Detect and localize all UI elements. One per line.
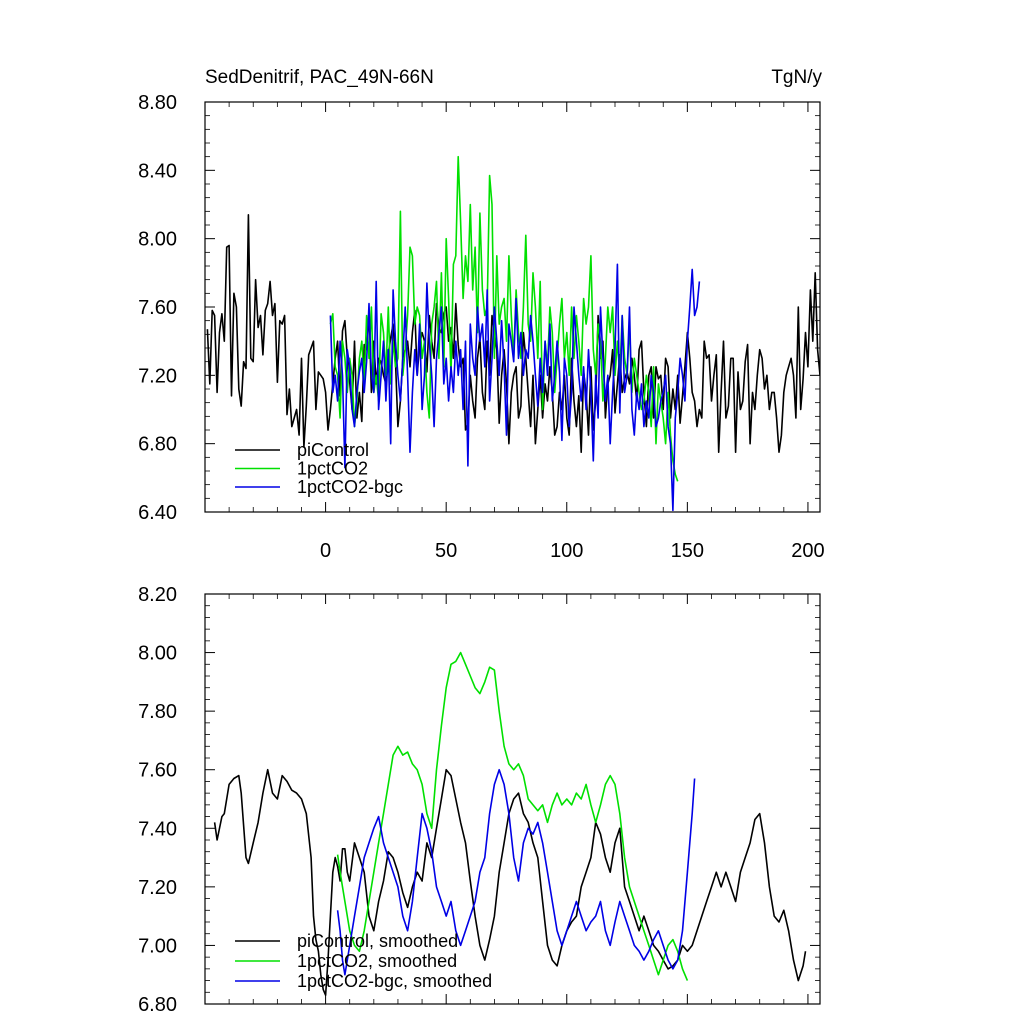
plot-frame xyxy=(204,593,821,1005)
chart-bottom: 6.80 7.00 7.20 7.40 7.60 7.80 8.00 8.20 piContr… xyxy=(138,584,821,1016)
series-line-piControl xyxy=(213,768,807,997)
axes: 6.80 7.00 7.20 7.40 7.60 7.80 8.00 8.20 xyxy=(138,584,821,1016)
series-layer xyxy=(206,155,820,512)
chart-units: TgN/y xyxy=(771,67,822,88)
legend-label: 1pctCO2-bgc xyxy=(297,477,403,497)
y-tick-label: 7.60 xyxy=(138,760,177,782)
series-line-1pctCO2 xyxy=(336,651,689,981)
y-tick-label: 7.40 xyxy=(138,818,177,840)
y-tick-label: 7.00 xyxy=(138,935,177,957)
x-tick-label: 150 xyxy=(671,540,704,562)
series-layer xyxy=(213,651,807,997)
y-tick-label: 7.20 xyxy=(138,877,177,899)
chart-title: SedDenitrif, PAC_49N-66N xyxy=(205,67,434,88)
y-tick-label: 7.60 xyxy=(138,297,177,319)
y-tick-label: 6.80 xyxy=(138,434,177,456)
legend-label: piControl xyxy=(297,440,369,460)
y-tick-label: 8.00 xyxy=(138,643,177,665)
y-tick-label: 7.80 xyxy=(138,701,177,723)
chart-top: SedDenitrif, PAC_49N-66N TgN/y 6.40 6.80 7… xyxy=(138,67,825,562)
legend-label: piControl, smoothed xyxy=(297,931,458,951)
legend-label: 1pctCO2, smoothed xyxy=(297,951,457,971)
x-tick-label: 50 xyxy=(435,540,457,562)
series-line-1pctCO2-bgc xyxy=(329,263,701,512)
x-tick-label: 100 xyxy=(550,540,583,562)
x-tick-label: 0 xyxy=(320,540,331,562)
axes: 6.40 6.80 7.20 7.60 8.00 8.40 8.80 0 50 100 150 200 xyxy=(138,92,825,562)
y-tick-label: 6.80 xyxy=(138,994,177,1016)
legend-label: 1pctCO2-bgc, smoothed xyxy=(297,971,492,991)
series-line-1pctCO2-bgc xyxy=(336,768,696,976)
y-tick-label: 8.80 xyxy=(138,92,177,114)
y-tick-label: 8.20 xyxy=(138,584,177,606)
legend-label: 1pctCO2 xyxy=(297,459,368,479)
y-tick-label: 7.20 xyxy=(138,365,177,387)
y-tick-label: 8.40 xyxy=(138,160,177,182)
y-tick-label: 8.00 xyxy=(138,229,177,251)
series-line-piControl xyxy=(206,214,820,454)
y-tick-label: 6.40 xyxy=(138,502,177,524)
x-tick-label: 200 xyxy=(791,540,824,562)
